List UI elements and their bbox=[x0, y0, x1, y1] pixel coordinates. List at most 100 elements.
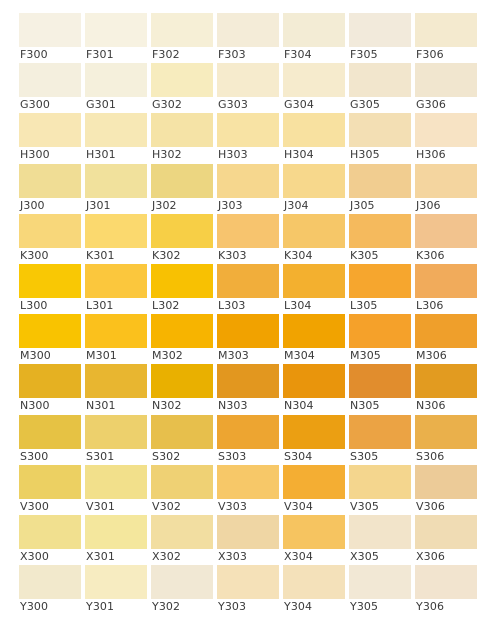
swatch-label-s302: S302 bbox=[152, 451, 180, 463]
swatch-color-k304 bbox=[283, 214, 345, 248]
swatch-color-y306 bbox=[415, 565, 477, 599]
swatch-label-k304: K304 bbox=[284, 250, 313, 262]
swatch-label-s304: S304 bbox=[284, 451, 312, 463]
swatch-x304: X304 bbox=[283, 515, 345, 565]
swatch-color-v303 bbox=[217, 465, 279, 499]
swatch-label-n303: N303 bbox=[218, 400, 248, 412]
swatch-color-l305 bbox=[349, 264, 411, 298]
swatch-label-h306: H306 bbox=[416, 149, 446, 161]
swatch-x301: X301 bbox=[85, 515, 147, 565]
swatch-label-l304: L304 bbox=[284, 300, 312, 312]
swatch-color-h306 bbox=[415, 113, 477, 147]
swatch-l305: L305 bbox=[349, 264, 411, 314]
swatch-label-k300: K300 bbox=[20, 250, 49, 262]
swatch-color-v301 bbox=[85, 465, 147, 499]
swatch-color-s302 bbox=[151, 415, 213, 449]
swatch-color-j304 bbox=[283, 164, 345, 198]
swatch-y303: Y303 bbox=[217, 565, 279, 615]
swatch-x305: X305 bbox=[349, 515, 411, 565]
swatch-label-l306: L306 bbox=[416, 300, 444, 312]
swatch-label-n302: N302 bbox=[152, 400, 182, 412]
swatch-label-j304: J304 bbox=[284, 200, 309, 212]
swatch-label-m304: M304 bbox=[284, 350, 315, 362]
swatch-l306: L306 bbox=[415, 264, 477, 314]
swatch-label-y304: Y304 bbox=[284, 601, 312, 613]
swatch-label-n301: N301 bbox=[86, 400, 116, 412]
swatch-color-h305 bbox=[349, 113, 411, 147]
swatch-h301: H301 bbox=[85, 113, 147, 163]
swatch-s306: S306 bbox=[415, 415, 477, 465]
swatch-color-g300 bbox=[19, 63, 81, 97]
swatch-label-m302: M302 bbox=[152, 350, 183, 362]
swatch-color-m305 bbox=[349, 314, 411, 348]
swatch-color-v306 bbox=[415, 465, 477, 499]
swatch-y304: Y304 bbox=[283, 565, 345, 615]
swatch-label-k303: K303 bbox=[218, 250, 247, 262]
swatch-label-s303: S303 bbox=[218, 451, 246, 463]
swatch-label-l301: L301 bbox=[86, 300, 114, 312]
swatch-l303: L303 bbox=[217, 264, 279, 314]
swatch-label-m303: M303 bbox=[218, 350, 249, 362]
swatch-color-f302 bbox=[151, 13, 213, 47]
swatch-color-n302 bbox=[151, 364, 213, 398]
swatch-h303: H303 bbox=[217, 113, 279, 163]
swatch-g306: G306 bbox=[415, 63, 477, 113]
swatch-color-k306 bbox=[415, 214, 477, 248]
swatch-color-l303 bbox=[217, 264, 279, 298]
swatch-label-g306: G306 bbox=[416, 99, 446, 111]
swatch-label-n306: N306 bbox=[416, 400, 446, 412]
swatch-f304: F304 bbox=[283, 13, 345, 63]
swatch-s301: S301 bbox=[85, 415, 147, 465]
swatch-k304: K304 bbox=[283, 214, 345, 264]
swatch-h305: H305 bbox=[349, 113, 411, 163]
swatch-color-s301 bbox=[85, 415, 147, 449]
swatch-f302: F302 bbox=[151, 13, 213, 63]
swatch-color-m303 bbox=[217, 314, 279, 348]
swatch-m300: M300 bbox=[19, 314, 81, 364]
swatch-label-l302: L302 bbox=[152, 300, 180, 312]
swatch-label-h305: H305 bbox=[350, 149, 380, 161]
swatch-h304: H304 bbox=[283, 113, 345, 163]
swatch-label-y302: Y302 bbox=[152, 601, 180, 613]
swatch-v300: V300 bbox=[19, 465, 81, 515]
swatch-k300: K300 bbox=[19, 214, 81, 264]
swatch-label-f304: F304 bbox=[284, 49, 312, 61]
swatch-n306: N306 bbox=[415, 364, 477, 414]
swatch-n304: N304 bbox=[283, 364, 345, 414]
swatch-color-x302 bbox=[151, 515, 213, 549]
swatch-color-s306 bbox=[415, 415, 477, 449]
swatch-color-n305 bbox=[349, 364, 411, 398]
swatch-label-g301: G301 bbox=[86, 99, 116, 111]
swatch-label-x306: X306 bbox=[416, 551, 445, 563]
swatch-label-j305: J305 bbox=[350, 200, 375, 212]
swatch-label-k305: K305 bbox=[350, 250, 379, 262]
swatch-color-l304 bbox=[283, 264, 345, 298]
swatch-label-j302: J302 bbox=[152, 200, 177, 212]
swatch-x300: X300 bbox=[19, 515, 81, 565]
swatch-label-g304: G304 bbox=[284, 99, 314, 111]
swatch-label-s300: S300 bbox=[20, 451, 48, 463]
swatch-color-g301 bbox=[85, 63, 147, 97]
swatch-label-g305: G305 bbox=[350, 99, 380, 111]
swatch-label-j301: J301 bbox=[86, 200, 111, 212]
swatch-f306: F306 bbox=[415, 13, 477, 63]
swatch-label-n304: N304 bbox=[284, 400, 314, 412]
swatch-n301: N301 bbox=[85, 364, 147, 414]
swatch-color-s300 bbox=[19, 415, 81, 449]
swatch-j305: J305 bbox=[349, 164, 411, 214]
swatch-label-l305: L305 bbox=[350, 300, 378, 312]
swatch-label-v301: V301 bbox=[86, 501, 115, 513]
swatch-label-f301: F301 bbox=[86, 49, 114, 61]
swatch-color-y301 bbox=[85, 565, 147, 599]
swatch-label-y306: Y306 bbox=[416, 601, 444, 613]
swatch-label-j306: J306 bbox=[416, 200, 441, 212]
swatch-color-s305 bbox=[349, 415, 411, 449]
swatch-y306: Y306 bbox=[415, 565, 477, 615]
swatch-label-m305: M305 bbox=[350, 350, 381, 362]
swatch-label-x302: X302 bbox=[152, 551, 181, 563]
swatch-s304: S304 bbox=[283, 415, 345, 465]
swatch-f300: F300 bbox=[19, 13, 81, 63]
swatch-color-l306 bbox=[415, 264, 477, 298]
swatch-m301: M301 bbox=[85, 314, 147, 364]
